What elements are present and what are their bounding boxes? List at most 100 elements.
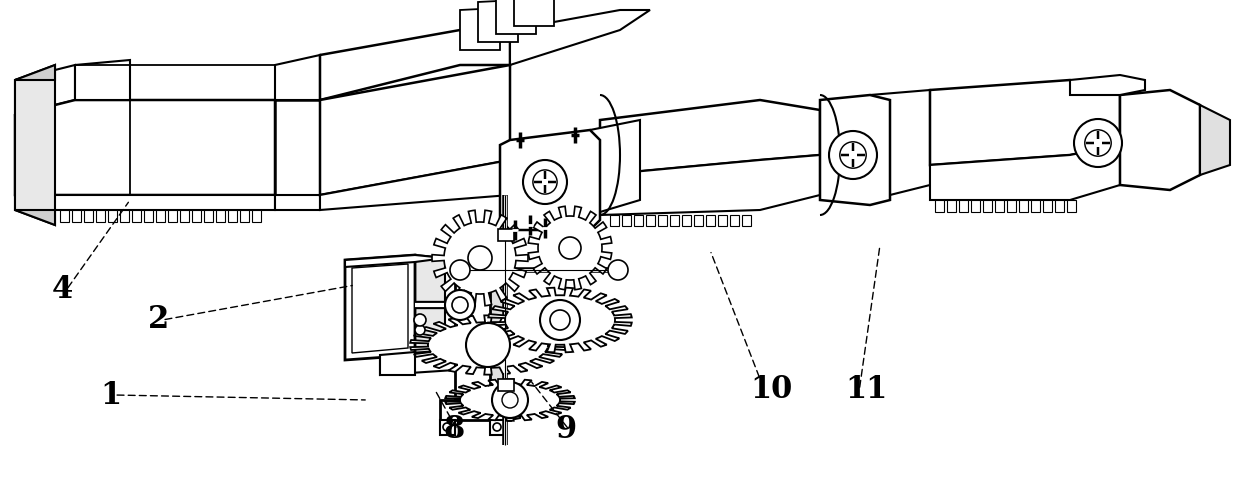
Polygon shape: [528, 206, 611, 290]
Circle shape: [466, 323, 510, 367]
Polygon shape: [131, 210, 141, 222]
Circle shape: [502, 392, 518, 408]
Polygon shape: [1070, 75, 1145, 95]
Polygon shape: [1043, 200, 1052, 212]
Circle shape: [415, 325, 425, 335]
Circle shape: [539, 300, 580, 340]
Polygon shape: [320, 65, 510, 195]
Circle shape: [450, 260, 470, 280]
Polygon shape: [15, 100, 275, 195]
Polygon shape: [275, 100, 320, 195]
Text: 4: 4: [52, 275, 73, 306]
Polygon shape: [489, 288, 631, 352]
Text: 9: 9: [556, 414, 577, 445]
Circle shape: [830, 131, 877, 179]
Polygon shape: [455, 245, 490, 400]
Circle shape: [608, 260, 627, 280]
Polygon shape: [108, 210, 117, 222]
Polygon shape: [156, 210, 165, 222]
Circle shape: [494, 423, 501, 431]
Polygon shape: [610, 215, 619, 226]
Polygon shape: [320, 30, 510, 100]
Circle shape: [492, 382, 528, 418]
Circle shape: [551, 310, 570, 330]
Circle shape: [445, 290, 475, 320]
Polygon shape: [983, 200, 992, 212]
Polygon shape: [320, 160, 510, 210]
Text: 11: 11: [844, 374, 888, 405]
Polygon shape: [947, 200, 956, 212]
Polygon shape: [496, 0, 536, 34]
Polygon shape: [445, 379, 575, 421]
Polygon shape: [379, 350, 455, 375]
Polygon shape: [74, 60, 130, 100]
Polygon shape: [95, 210, 105, 222]
Circle shape: [453, 297, 467, 313]
Polygon shape: [415, 255, 445, 355]
Circle shape: [523, 160, 567, 204]
Polygon shape: [15, 65, 55, 225]
Polygon shape: [930, 145, 1120, 200]
Polygon shape: [1200, 105, 1230, 175]
Polygon shape: [352, 264, 408, 353]
Polygon shape: [490, 245, 505, 400]
Polygon shape: [228, 210, 237, 222]
Polygon shape: [742, 215, 751, 226]
Polygon shape: [241, 210, 249, 222]
Polygon shape: [600, 100, 820, 175]
Polygon shape: [682, 215, 691, 226]
Polygon shape: [1066, 200, 1076, 212]
Circle shape: [443, 423, 451, 431]
Polygon shape: [180, 210, 188, 222]
Circle shape: [559, 237, 582, 259]
Polygon shape: [15, 210, 55, 225]
Polygon shape: [440, 400, 510, 420]
Polygon shape: [498, 229, 515, 241]
Circle shape: [467, 246, 492, 270]
Polygon shape: [275, 55, 320, 100]
Polygon shape: [477, 0, 518, 42]
Text: 2: 2: [148, 305, 169, 336]
Polygon shape: [60, 210, 69, 222]
Polygon shape: [345, 255, 445, 267]
Circle shape: [1085, 130, 1111, 156]
Polygon shape: [1007, 200, 1016, 212]
Polygon shape: [84, 210, 93, 222]
Polygon shape: [345, 255, 415, 360]
Polygon shape: [275, 195, 320, 210]
Polygon shape: [1055, 200, 1064, 212]
Polygon shape: [192, 210, 201, 222]
Polygon shape: [730, 215, 739, 226]
Circle shape: [1074, 119, 1122, 167]
Polygon shape: [460, 8, 500, 50]
Polygon shape: [500, 130, 600, 230]
Polygon shape: [694, 215, 703, 226]
Polygon shape: [706, 215, 715, 226]
Polygon shape: [498, 379, 515, 391]
Polygon shape: [379, 352, 415, 375]
Polygon shape: [820, 95, 890, 205]
Polygon shape: [120, 210, 129, 222]
Circle shape: [533, 170, 557, 194]
Polygon shape: [634, 215, 644, 226]
Text: 1: 1: [100, 379, 122, 410]
Polygon shape: [205, 210, 213, 222]
Text: 8: 8: [443, 414, 464, 445]
Polygon shape: [490, 420, 505, 435]
Polygon shape: [144, 210, 153, 222]
Polygon shape: [971, 200, 980, 212]
Polygon shape: [15, 195, 275, 210]
Polygon shape: [870, 90, 930, 200]
Polygon shape: [216, 210, 224, 222]
Polygon shape: [658, 215, 667, 226]
Polygon shape: [167, 210, 177, 222]
Polygon shape: [718, 215, 727, 226]
Polygon shape: [15, 65, 55, 80]
Polygon shape: [935, 200, 944, 212]
Polygon shape: [510, 400, 520, 420]
Text: 10: 10: [750, 374, 792, 405]
Polygon shape: [930, 80, 1120, 165]
Polygon shape: [600, 155, 820, 215]
Polygon shape: [994, 200, 1004, 212]
Polygon shape: [440, 420, 455, 435]
